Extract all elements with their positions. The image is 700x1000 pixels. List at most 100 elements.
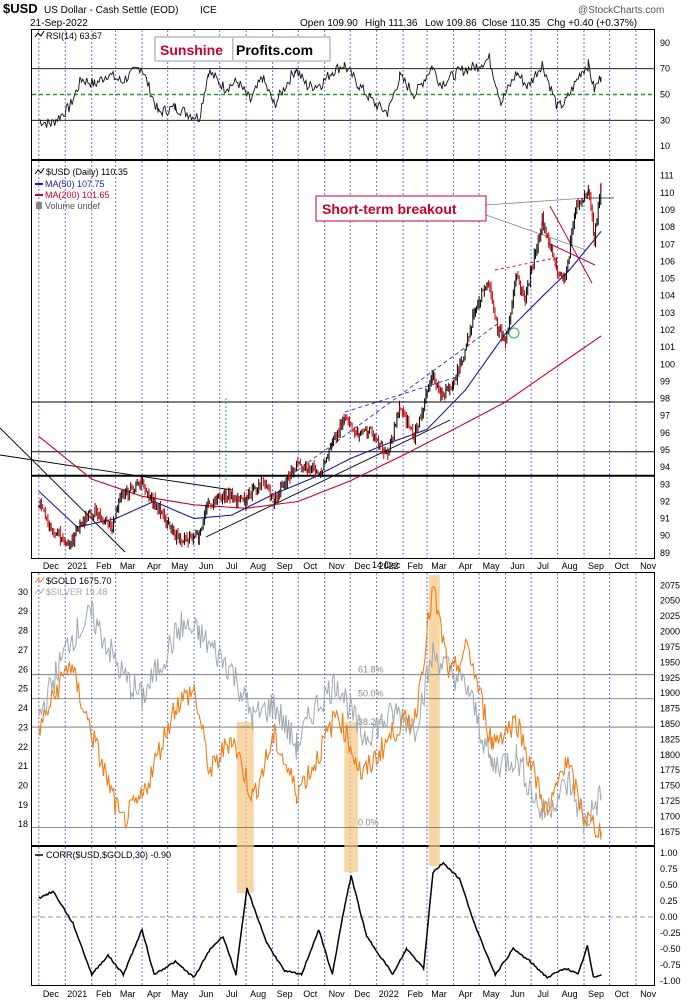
usd-y-tick-label: 93 [660,479,670,489]
silver-y-tick-label: 25 [18,684,28,694]
x-tick-label: Jul [226,561,238,571]
gold-y-tick-label: 2025 [660,611,680,621]
x-tick-label: Aug [562,561,578,571]
usd-y-tick-label: 91 [660,514,670,524]
brand-logo-profits: Profits.com [236,42,313,58]
header-symbol: $USD [3,1,38,16]
usd-y-tick-label: 107 [660,239,675,249]
header-high: High 111.36 [365,18,418,29]
highlight-period [344,722,358,872]
x-tick-label: Aug [250,561,266,571]
usd-y-tick-label: 97 [660,411,670,421]
gold-y-tick-label: 1925 [660,673,680,683]
x-tick-label: Feb [96,989,112,999]
silver-y-tick-label: 28 [18,626,28,636]
x-tick-label: May [483,561,501,571]
x-tick-label: Nov [640,561,657,571]
usd-y-tick-label: 99 [660,376,670,386]
gold-y-tick-label: 1750 [660,781,680,791]
usd-y-tick-label: 109 [660,205,675,215]
gold-y-tick-label: 1675 [660,827,680,837]
x-tick-label: Aug [250,989,266,999]
silver-y-tick-label: 21 [18,761,28,771]
usd-y-tick-label: 90 [660,531,670,541]
usd-legend-title: $USD (Daily) 110.35 [46,167,128,177]
corr-y-tick-label: 0.50 [660,880,678,890]
breakout-annotation: Short-term breakout [316,196,486,221]
x-tick-label: Nov [329,561,346,571]
corr-legend-text: CORR($USD,$GOLD,30) -0.90 [46,850,171,860]
brand-logo: Sunshine Profits.com [155,37,330,61]
x-tick-label: 2022 [379,561,399,571]
ma200-legend-text: MA(200) 101.65 [45,190,110,200]
usd-y-tick-label: 106 [660,256,675,266]
corr-y-tick-label: 0.75 [660,864,678,874]
x-tick-label: Jul [537,989,549,999]
x-tick-label: Mar [120,561,136,571]
gold-y-tick-label: 1800 [660,750,680,760]
usd-y-tick-label: 104 [660,291,675,301]
rsi-y-tick-label: 90 [660,38,670,48]
x-tick-label: 2022 [379,989,399,999]
highlight-period [237,722,254,893]
gold-y-tick-label: 1725 [660,796,680,806]
usd-y-tick-label: 92 [660,496,670,506]
silver-y-tick-label: 18 [18,819,28,829]
usd-y-tick-label: 103 [660,308,675,318]
silver-y-tick-label: 22 [18,742,28,752]
x-tick-label: 2021 [67,989,87,999]
usd-y-tick-label: 105 [660,274,675,284]
corr-y-tick-label: -1.00 [660,976,681,986]
x-tick-label: Mar [431,561,447,571]
brand-logo-sunshine: Sunshine [160,42,223,58]
x-tick-label: Mar [120,989,136,999]
x-tick-label: Jul [537,561,549,571]
x-tick-label: Aug [562,989,578,999]
header-exchange: ICE [200,5,217,16]
x-tick-label: Dec [354,561,371,571]
header-change: Chg +0.40 (+0.37%) [547,18,637,29]
gold-y-tick-label: 1775 [660,765,680,775]
usd-y-tick-label: 111 [660,171,674,181]
gold-y-tick-label: 2050 [660,596,680,606]
x-tick-label: Dec [354,989,371,999]
usd-y-tick-label: 89 [660,548,670,558]
x-tick-label: Feb [407,989,423,999]
usd-y-tick-label: 110 [660,188,674,198]
rsi-y-tick-label: 50 [660,90,670,100]
x-tick-label: Apr [147,561,161,571]
silver-legend-text: $SILVER 19.48 [46,587,107,597]
usd-y-tick-label: 98 [660,394,670,404]
x-tick-label: Jul [226,989,238,999]
header-date: 21-Sep-2022 [30,18,88,29]
volume-legend-swatch [36,202,42,209]
x-tick-label: Sep [277,989,293,999]
ma50-legend-text: MA(50) 107.75 [45,179,105,189]
corr-y-tick-label: -0.25 [660,928,681,938]
metals-legend: $GOLD 1675.70 $SILVER 19.48 [35,576,112,597]
x-tick-label: Sep [588,561,604,571]
rsi-y-tick-label: 10 [660,141,670,151]
x-tick-label: Apr [458,989,472,999]
fib-level-label: 61.8% [358,665,384,675]
x-tick-label: Jun [510,989,525,999]
gold-y-tick-label: 1975 [660,642,680,652]
gold-legend-text: $GOLD 1675.70 [46,576,112,586]
rsi-legend-text: RSI(14) 63.67 [46,31,102,41]
silver-y-tick-label: 20 [18,780,28,790]
x-tick-label: Jun [199,989,214,999]
header-open: Open 109.90 [300,18,358,29]
fib-level-label: 0.0% [358,818,379,828]
silver-y-tick-label: 26 [18,664,28,674]
rsi-legend: RSI(14) 63.67 [35,31,102,41]
x-tick-label: Mar [431,989,447,999]
x-tick-label: Jun [199,561,214,571]
gold-y-tick-label: 2000 [660,627,680,637]
gold-y-tick-label: 1950 [660,657,680,667]
corr-y-tick-label: -0.50 [660,944,681,954]
corr-y-tick-label: 1.00 [660,848,678,858]
x-tick-label: Sep [588,989,604,999]
header-description: US Dollar - Cash Settle (EOD) [44,5,178,16]
silver-y-tick-label: 29 [18,606,28,616]
usd-y-tick-label: 95 [660,445,670,455]
